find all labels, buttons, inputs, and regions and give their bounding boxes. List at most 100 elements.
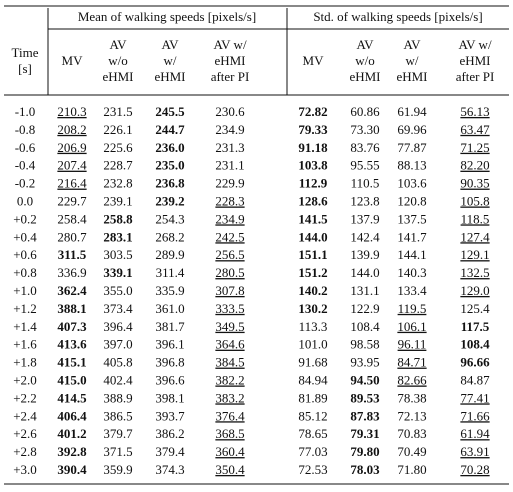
value-cell: 141.5 (298, 211, 328, 226)
value-cell: 396.4 (103, 319, 133, 334)
value-cell: 368.5 (215, 426, 244, 441)
value-cell: 129.1 (460, 247, 489, 262)
value-cell: 379.4 (155, 444, 185, 459)
value-cell: 77.03 (298, 444, 327, 459)
value-cell: 128.6 (298, 193, 328, 208)
value-cell: 359.9 (103, 462, 132, 477)
value-cell: 142.4 (350, 229, 380, 244)
column-header: w/o (108, 53, 128, 68)
time-cell: +0.8 (13, 265, 37, 280)
value-cell: 56.13 (460, 104, 489, 119)
value-cell: 123.8 (350, 193, 379, 208)
value-cell: 406.4 (57, 408, 87, 423)
time-cell: -0.2 (15, 176, 36, 191)
value-cell: 231.3 (215, 140, 244, 155)
value-cell: 108.4 (460, 337, 490, 352)
value-cell: 144.0 (298, 229, 327, 244)
value-cell: 254.3 (155, 211, 184, 226)
value-cell: 236.0 (155, 140, 184, 155)
value-cell: 268.2 (155, 229, 184, 244)
value-cell: 151.1 (298, 247, 327, 262)
value-cell: 236.8 (155, 176, 185, 191)
time-cell: +1.4 (13, 319, 37, 334)
time-cell: +2.8 (13, 444, 37, 459)
value-cell: 140.3 (397, 265, 426, 280)
value-cell: 90.35 (460, 176, 489, 191)
value-cell: 374.3 (155, 462, 184, 477)
value-cell: 235.0 (155, 158, 184, 173)
value-cell: 77.41 (460, 390, 489, 405)
value-cell: 106.1 (397, 319, 426, 334)
time-cell: -0.6 (15, 140, 36, 155)
value-cell: 280.7 (57, 229, 87, 244)
value-cell: 360.4 (215, 444, 245, 459)
value-cell: 137.9 (350, 211, 379, 226)
column-header: w/ (164, 53, 177, 68)
value-cell: 69.96 (397, 122, 427, 137)
value-cell: 407.3 (57, 319, 87, 334)
value-cell: 379.7 (103, 426, 133, 441)
value-cell: 371.5 (103, 444, 132, 459)
value-cell: 88.13 (397, 158, 426, 173)
column-header: eHMI (349, 69, 380, 84)
value-cell: 386.2 (155, 426, 184, 441)
value-cell: 283.1 (103, 229, 132, 244)
value-cell: 110.5 (351, 176, 380, 191)
value-cell: 112.9 (299, 176, 328, 191)
column-header: eHMI (154, 69, 185, 84)
time-cell: +1.2 (13, 301, 37, 316)
time-cell: +1.6 (13, 337, 37, 352)
group-header: Std. of walking speeds [pixels/s] (313, 9, 482, 24)
value-cell: 405.8 (103, 355, 132, 370)
time-cell: 0.0 (17, 193, 33, 208)
column-header: eHMI (459, 53, 490, 68)
value-cell: 232.8 (103, 176, 132, 191)
value-cell: 78.38 (397, 390, 426, 405)
time-cell: -1.0 (15, 104, 36, 119)
value-cell: 225.6 (103, 140, 133, 155)
column-header: MV (303, 53, 325, 68)
value-cell: 113.3 (299, 319, 328, 334)
value-cell: 93.95 (350, 355, 379, 370)
value-cell: 415.0 (57, 372, 86, 387)
value-cell: 413.6 (57, 337, 87, 352)
value-cell: 350.4 (215, 462, 245, 477)
value-cell: 63.47 (460, 122, 490, 137)
value-cell: 122.9 (350, 301, 379, 316)
value-cell: 398.1 (155, 390, 184, 405)
column-header: Time (12, 45, 39, 60)
value-cell: 364.6 (215, 337, 245, 352)
value-cell: 127.4 (460, 229, 490, 244)
value-cell: 119.5 (398, 301, 427, 316)
value-cell: 397.0 (103, 337, 132, 352)
value-cell: 388.1 (57, 301, 86, 316)
time-cell: +2.4 (13, 408, 37, 423)
time-cell: +2.6 (13, 426, 37, 441)
value-cell: 402.4 (103, 372, 133, 387)
value-cell: 414.5 (57, 390, 87, 405)
value-cell: 386.5 (103, 408, 132, 423)
value-cell: 229.7 (57, 193, 87, 208)
value-cell: 83.76 (350, 140, 380, 155)
time-cell: +0.6 (13, 247, 37, 262)
column-header: AV w/ (213, 37, 247, 52)
value-cell: 396.8 (155, 355, 184, 370)
value-cell: 256.5 (215, 247, 244, 262)
value-cell: 85.12 (298, 408, 327, 423)
value-cell: 130.2 (298, 301, 327, 316)
value-cell: 87.83 (350, 408, 380, 423)
time-cell: +2.0 (13, 372, 37, 387)
value-cell: 139.9 (350, 247, 379, 262)
column-header: AV w/ (458, 37, 492, 52)
value-cell: 91.18 (298, 140, 328, 155)
time-cell: -0.4 (15, 158, 36, 173)
value-cell: 401.2 (57, 426, 86, 441)
value-cell: 77.87 (397, 140, 427, 155)
group-header: Mean of walking speeds [pixels/s] (78, 9, 256, 24)
value-cell: 303.5 (103, 247, 132, 262)
value-cell: 381.7 (155, 319, 185, 334)
value-cell: 133.4 (397, 283, 427, 298)
column-header: [s] (18, 61, 32, 76)
value-cell: 103.8 (298, 158, 328, 173)
